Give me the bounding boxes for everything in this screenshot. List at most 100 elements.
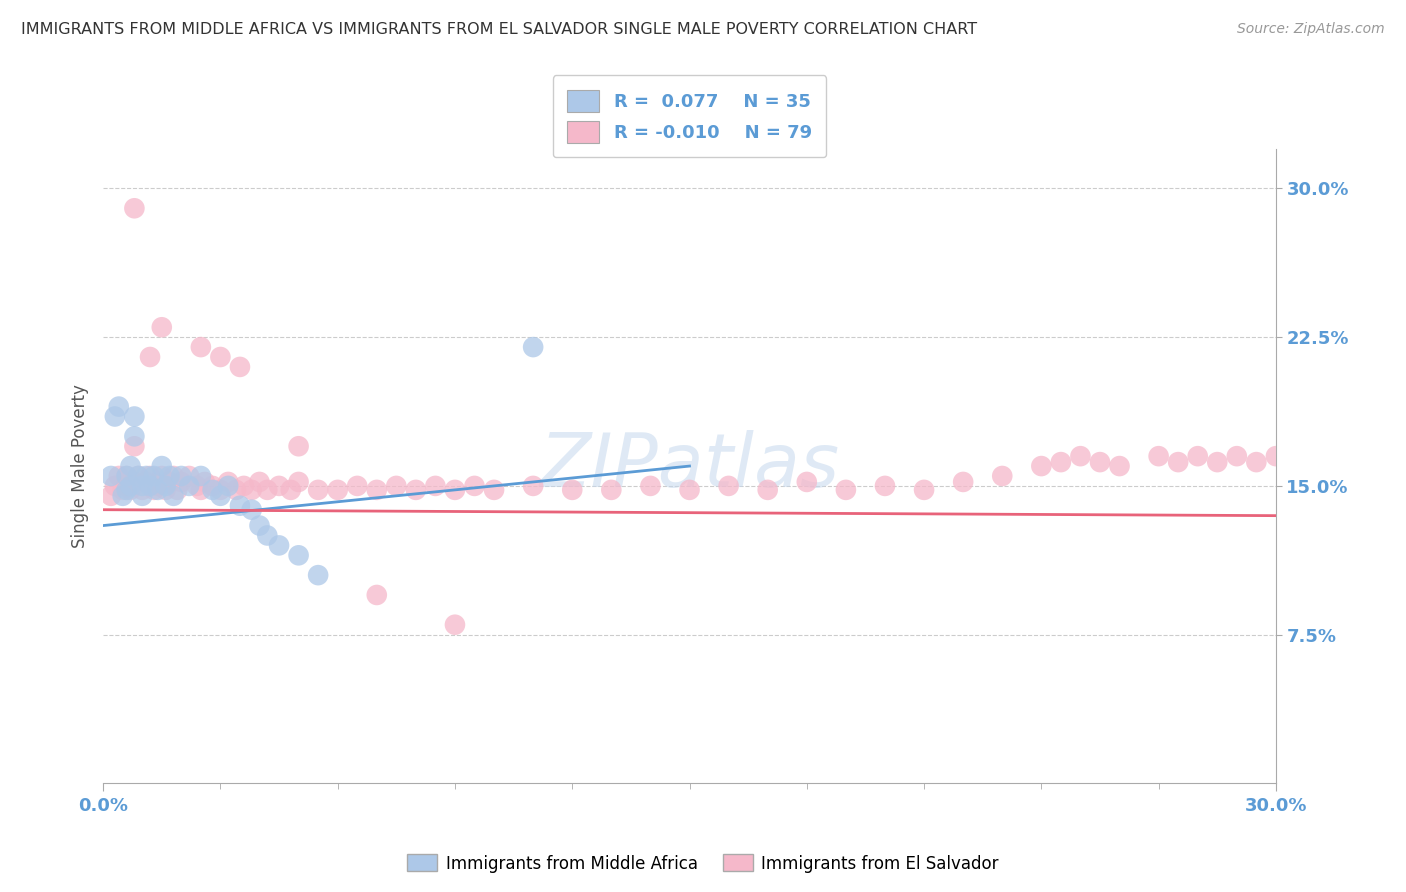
Point [229, 499, 252, 513]
Point [100, 469, 122, 483]
Point [385, 479, 408, 493]
Point [115, 469, 138, 483]
Point [912, 483, 935, 497]
Point [201, 483, 224, 497]
Point [159, 469, 181, 483]
Point [124, 201, 146, 215]
Point [107, 400, 129, 414]
Point [307, 483, 329, 497]
Point [1246, 455, 1268, 469]
Point [240, 502, 263, 516]
Point [111, 483, 134, 497]
Point [240, 483, 263, 497]
Point [131, 479, 153, 493]
Point [444, 483, 467, 497]
Point [139, 469, 162, 483]
Point [120, 479, 142, 493]
Point [120, 459, 142, 474]
Point [249, 475, 271, 489]
Point [150, 320, 173, 334]
Point [287, 549, 309, 563]
Point [115, 479, 138, 493]
Point [326, 483, 349, 497]
Point [150, 469, 173, 483]
Point [159, 475, 181, 489]
Point [124, 429, 146, 443]
Point [131, 489, 153, 503]
Point [1226, 449, 1249, 463]
Point [104, 409, 127, 424]
Point [482, 483, 505, 497]
Point [1167, 455, 1189, 469]
Point [124, 475, 146, 489]
Point [127, 469, 149, 483]
Point [115, 483, 138, 497]
Point [166, 483, 188, 497]
Point [135, 475, 157, 489]
Point [170, 475, 193, 489]
Point [120, 483, 142, 497]
Point [155, 479, 177, 493]
Point [190, 340, 212, 354]
Point [1264, 449, 1286, 463]
Point [522, 340, 544, 354]
Point [190, 483, 212, 497]
Point [217, 479, 239, 493]
Point [1206, 455, 1229, 469]
Point [209, 489, 232, 503]
Point [952, 475, 974, 489]
Point [1069, 449, 1091, 463]
Legend: R =  0.077    N = 35, R = -0.010    N = 79: R = 0.077 N = 35, R = -0.010 N = 79 [553, 75, 827, 157]
Point [190, 469, 212, 483]
Point [232, 479, 254, 493]
Point [796, 475, 818, 489]
Point [249, 518, 271, 533]
Point [131, 483, 153, 497]
Point [1031, 459, 1053, 474]
Point [139, 479, 162, 493]
Point [256, 528, 278, 542]
Point [162, 469, 184, 483]
Point [256, 483, 278, 497]
Point [107, 469, 129, 483]
Point [444, 617, 467, 632]
Point [162, 489, 184, 503]
Point [179, 479, 201, 493]
Point [267, 538, 290, 552]
Point [756, 483, 779, 497]
Point [991, 469, 1014, 483]
Point [280, 483, 302, 497]
Point [873, 479, 896, 493]
Point [366, 588, 388, 602]
Point [170, 469, 193, 483]
Point [1108, 459, 1130, 474]
Point [229, 359, 252, 374]
Point [146, 479, 169, 493]
Point [142, 469, 165, 483]
Point [1088, 455, 1111, 469]
Point [287, 439, 309, 453]
Point [425, 479, 447, 493]
Point [307, 568, 329, 582]
Point [155, 483, 177, 497]
Point [217, 475, 239, 489]
Point [111, 489, 134, 503]
Point [522, 479, 544, 493]
Point [366, 483, 388, 497]
Point [287, 475, 309, 489]
Legend: Immigrants from Middle Africa, Immigrants from El Salvador: Immigrants from Middle Africa, Immigrant… [401, 847, 1005, 880]
Point [124, 409, 146, 424]
Point [179, 469, 201, 483]
Point [717, 479, 740, 493]
Point [124, 439, 146, 453]
Point [678, 483, 700, 497]
Point [115, 469, 138, 483]
Point [209, 350, 232, 364]
Point [150, 459, 173, 474]
Point [142, 483, 165, 497]
Point [100, 489, 122, 503]
Point [104, 479, 127, 493]
Point [127, 469, 149, 483]
Text: IMMIGRANTS FROM MIDDLE AFRICA VS IMMIGRANTS FROM EL SALVADOR SINGLE MALE POVERTY: IMMIGRANTS FROM MIDDLE AFRICA VS IMMIGRA… [21, 22, 977, 37]
Point [405, 483, 427, 497]
